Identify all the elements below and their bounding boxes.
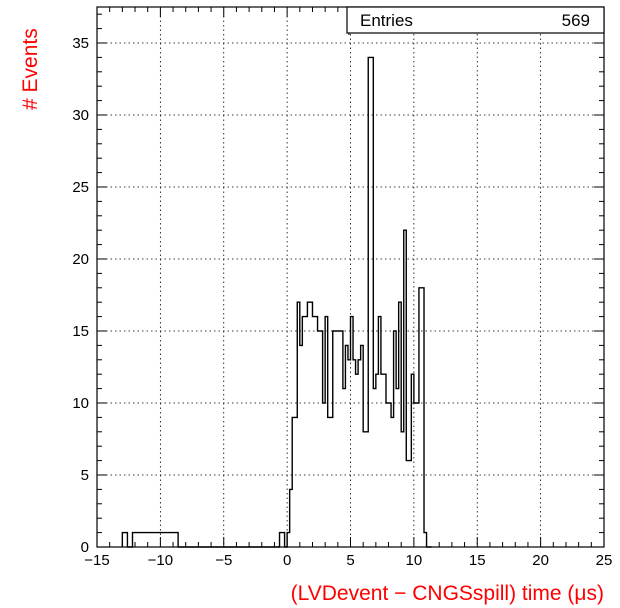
y-tick-label: 30 (72, 107, 89, 124)
x-tick-label: −15 (84, 552, 109, 569)
y-tick-label: 5 (81, 467, 89, 484)
x-axis-title: (LVDevent − CNGSspill) time (μs) (291, 582, 604, 605)
y-tick-label: 35 (72, 35, 89, 52)
histogram-outline (121, 56, 432, 548)
x-tick-label: −5 (215, 552, 232, 569)
y-axis-title: # Events (19, 28, 42, 110)
y-tick-label: 15 (72, 323, 89, 340)
x-tick-label: 20 (532, 552, 549, 569)
y-tick-label: 20 (72, 251, 89, 268)
x-tick-label: 15 (469, 552, 486, 569)
grid (97, 7, 604, 547)
y-tick-label: 0 (81, 539, 89, 556)
x-tick-label: −10 (148, 552, 173, 569)
entries-label: Entries (360, 11, 413, 30)
x-tick-label: 5 (346, 552, 354, 569)
entries-value: 569 (562, 11, 590, 30)
y-tick-label: 25 (72, 179, 89, 196)
y-tick-label: 10 (72, 395, 89, 412)
stats-box: Entries 569 (346, 6, 605, 35)
x-tick-label: 10 (406, 552, 423, 569)
x-tick-label: 0 (283, 552, 291, 569)
axis-ticks: −15 −10 −5 0 5 10 15 20 25 0 5 10 15 20 25 30 35 (72, 7, 612, 569)
x-tick-label: 25 (596, 552, 613, 569)
